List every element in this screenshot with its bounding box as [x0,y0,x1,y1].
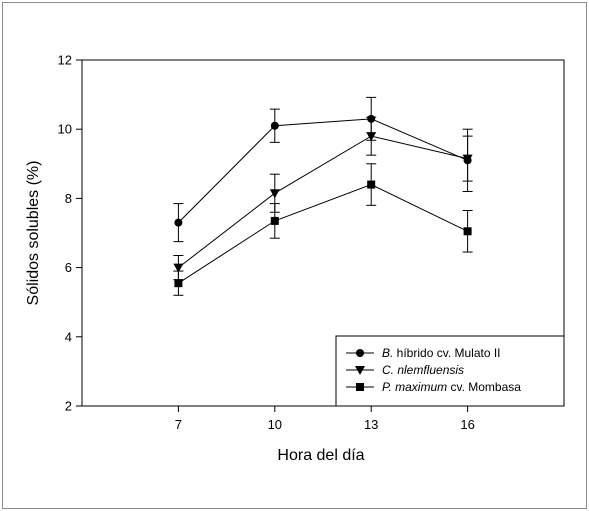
x-axis-title: Hora del día [277,447,364,464]
legend: B. híbrido cv. Mulato II C. nlemfluensis P… [335,335,565,407]
axes: 2 4 6 8 10 12 7 10 13 16 [58,53,565,432]
series-line [178,135,468,268]
series-line [178,184,468,284]
data-point [367,180,376,189]
data-point [269,189,280,199]
legend-label-italic: C. nlemfluensis [382,363,464,377]
data-point [366,132,377,142]
series-1 [173,96,473,243]
series-line [178,118,468,223]
data-point [173,263,184,273]
legend-marker [356,383,364,391]
legend-label: P. maximum cv. Mombasa [382,380,521,394]
series-3 [173,163,473,296]
x-tick-label: 13 [364,417,378,432]
legend-item: B. híbrido cv. Mulato II [346,346,501,360]
y-tick-label: 8 [65,191,72,206]
plot-border [81,59,565,407]
y-tick-label: 2 [65,399,72,414]
legend-label: C. nlemfluensis [382,363,464,377]
data-point [174,218,183,227]
legend-label-rest: cv. Mombasa [447,380,521,394]
y-tick-label: 12 [58,53,72,68]
y-tick-label: 6 [65,260,72,275]
x-tick-label: 7 [175,417,182,432]
legend-item: P. maximum cv. Mombasa [346,380,521,394]
y-tick-label: 10 [58,122,72,137]
plot-area [173,96,473,296]
legend-item: C. nlemfluensis [346,363,464,377]
legend-label: B. híbrido cv. Mulato II [382,346,501,360]
data-point [463,227,472,236]
x-tick-label: 16 [460,417,474,432]
series-2 [173,116,473,281]
legend-box [335,335,565,407]
legend-marker [355,366,365,375]
legend-label-italic: P. maximum [382,380,447,394]
legend-marker [356,349,364,357]
data-point [174,279,183,288]
data-point [462,154,473,164]
x-tick-label: 10 [268,417,282,432]
data-point [270,216,279,225]
data-point [270,121,279,130]
y-tick-label: 4 [65,329,72,344]
y-axis-title: Sólidos solubles (%) [25,161,42,306]
legend-label-rest: híbrido cv. Mulato II [393,346,500,360]
legend-label-italic: B. [382,346,393,360]
